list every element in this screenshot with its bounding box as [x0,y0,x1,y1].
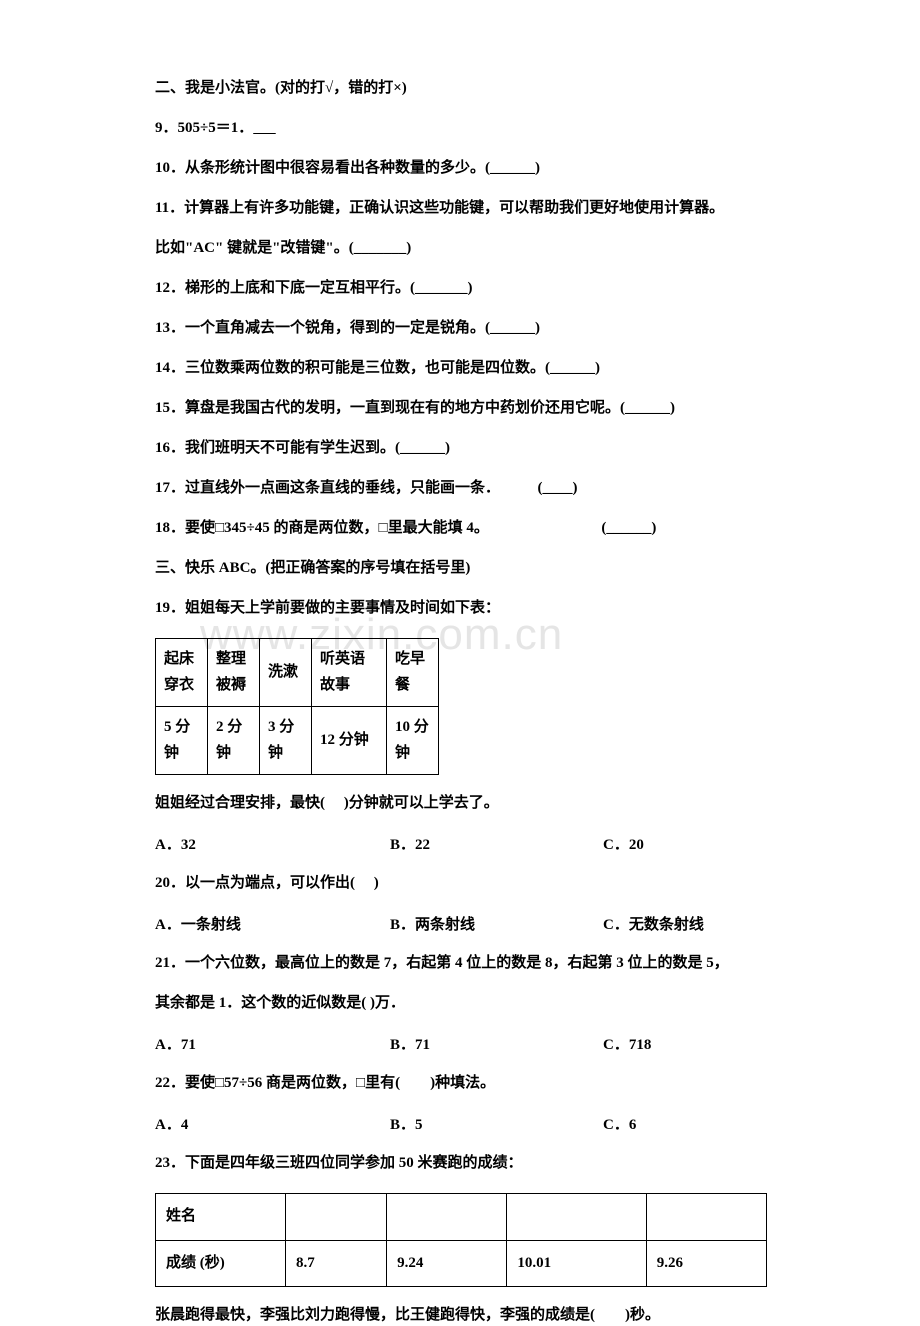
t2-r1c3 [387,1194,507,1241]
question-11-line2: 比如"AC" 键就是"改错键"。(_______) [155,238,920,259]
table-row: 5 分钟 2 分钟 3 分钟 12 分钟 10 分钟 [156,707,439,775]
table-q19: 起床穿衣 整理被褥 洗漱 听英语故事 吃早餐 5 分钟 2 分钟 3 分钟 12… [155,638,439,775]
t2-v1: 8.7 [286,1240,387,1287]
t2-v2: 9.24 [387,1240,507,1287]
t2-h2: 成绩 (秒) [156,1240,286,1287]
t2-v3: 10.01 [507,1240,646,1287]
question-23-tail: 张晨跑得最快，李强比刘力跑得慢，比王健跑得快，李强的成绩是( )秒。 [155,1305,920,1326]
question-19-intro: 19．姐姐每天上学前要做的主要事情及时间如下表： [155,598,920,619]
t2-r1c4 [507,1194,646,1241]
t1-r2c1: 5 分钟 [156,707,208,775]
t1-r1c3: 洗漱 [260,639,312,707]
question-11-line1: 11．计算器上有许多功能键，正确认识这些功能键，可以帮助我们更好地使用计算器。 [155,198,920,219]
question-12: 12．梯形的上底和下底一定互相平行。(_______) [155,278,920,299]
q21-options: A．71 B．71 C．718 [155,1033,920,1054]
q19-options: A．32 B．22 C．20 [155,833,920,854]
t1-r2c2: 2 分钟 [208,707,260,775]
question-9: 9．505÷5＝1． [155,118,920,139]
q20-opt-b: B．两条射线 [390,913,603,934]
q21-opt-a: A．71 [155,1033,390,1054]
table-row: 成绩 (秒) 8.7 9.24 10.01 9.26 [156,1240,767,1287]
q19-opt-b: B．22 [390,833,603,854]
question-22: 22．要使□57÷56 商是两位数，□里有( )种填法。 [155,1073,920,1094]
question-13: 13．一个直角减去一个锐角，得到的一定是锐角。(______) [155,318,920,339]
table-q23: 姓名 成绩 (秒) 8.7 9.24 10.01 9.26 [155,1193,767,1287]
q22-opt-a: A．4 [155,1113,390,1134]
q22-opt-c: C．6 [603,1113,636,1134]
q21-opt-c: C．718 [603,1033,651,1054]
q9-blank [253,120,276,136]
question-10: 10．从条形统计图中很容易看出各种数量的多少。(______) [155,158,920,179]
t1-r1c5: 吃早餐 [387,639,439,707]
question-18: 18．要使□345÷45 的商是两位数，□里最大能填 4。 (______) [155,518,920,539]
t1-r1c2: 整理被褥 [208,639,260,707]
t1-r1c4: 听英语故事 [312,639,387,707]
t1-r1c1: 起床穿衣 [156,639,208,707]
t2-r1c2 [286,1194,387,1241]
t1-r2c3: 3 分钟 [260,707,312,775]
question-14: 14．三位数乘两位数的积可能是三位数，也可能是四位数。(______) [155,358,920,379]
question-21-line1: 21．一个六位数，最高位上的数是 7，右起第 4 位上的数是 8，右起第 3 位… [155,953,920,974]
section-3-title: 三、快乐 ABC。(把正确答案的序号填在括号里) [155,558,920,579]
q22-opt-b: B．5 [390,1113,603,1134]
t1-r2c5: 10 分钟 [387,707,439,775]
q21-opt-b: B．71 [390,1033,603,1054]
question-17: 17．过直线外一点画这条直线的垂线，只能画一条． (____) [155,478,920,499]
question-20: 20．以一点为端点，可以作出( ) [155,873,920,894]
q19-opt-a: A．32 [155,833,390,854]
t2-v4: 9.26 [646,1240,766,1287]
question-23-intro: 23．下面是四年级三班四位同学参加 50 米赛跑的成绩： [155,1153,920,1174]
t2-r1c5 [646,1194,766,1241]
q20-opt-c: C．无数条射线 [603,913,704,934]
t1-r2c4: 12 分钟 [312,707,387,775]
question-19-tail: 姐姐经过合理安排，最快( )分钟就可以上学去了。 [155,793,920,814]
table-row: 姓名 [156,1194,767,1241]
q9-text: 9．505÷5＝1． [155,120,253,136]
q22-options: A．4 B．5 C．6 [155,1113,920,1134]
q20-opt-a: A．一条射线 [155,913,390,934]
question-21-line2: 其余都是 1．这个数的近似数是( )万． [155,993,920,1014]
t2-h1: 姓名 [156,1194,286,1241]
question-16: 16．我们班明天不可能有学生迟到。(______) [155,438,920,459]
table-row: 起床穿衣 整理被褥 洗漱 听英语故事 吃早餐 [156,639,439,707]
q19-opt-c: C．20 [603,833,644,854]
q20-options: A．一条射线 B．两条射线 C．无数条射线 [155,913,920,934]
section-2-title: 二、我是小法官。(对的打√，错的打×) [155,78,920,99]
question-15: 15．算盘是我国古代的发明，一直到现在有的地方中药划价还用它呢。(______) [155,398,920,419]
document-content: 二、我是小法官。(对的打√，错的打×) 9．505÷5＝1． 10．从条形统计图… [155,78,920,1326]
